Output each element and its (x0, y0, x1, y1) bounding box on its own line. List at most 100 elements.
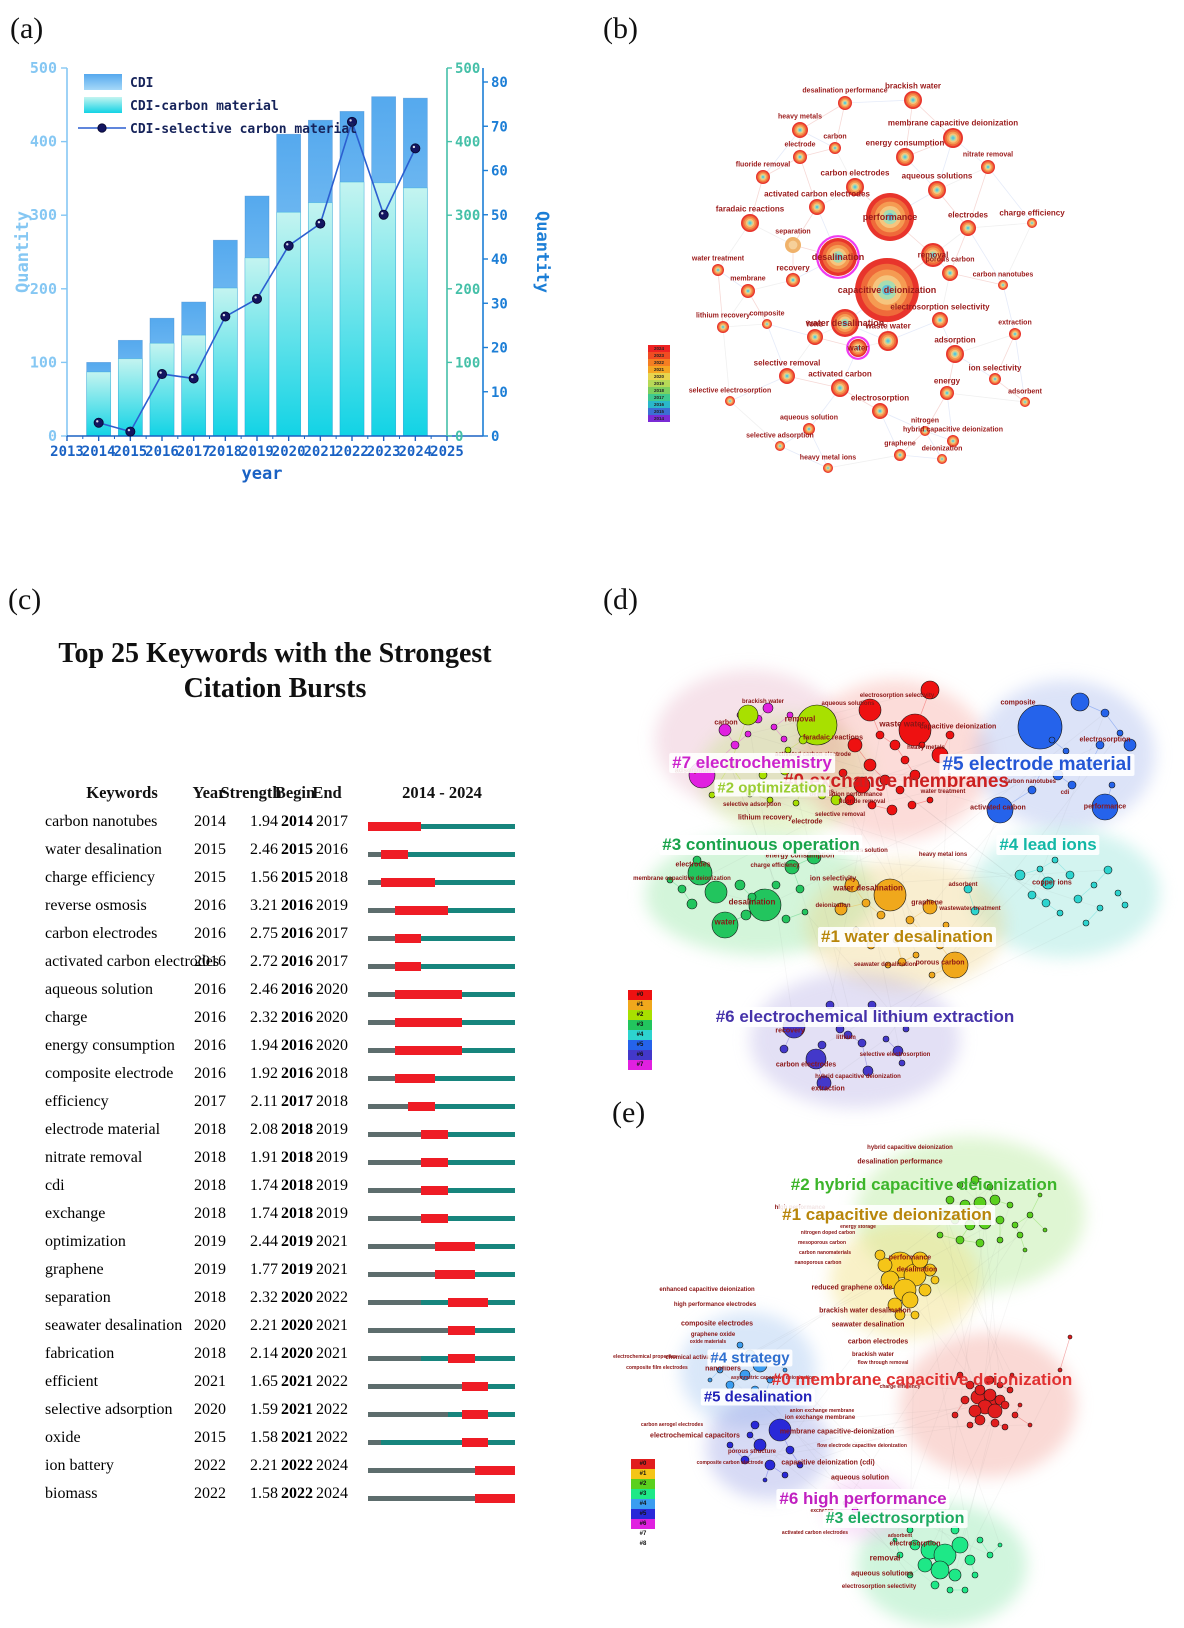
network-node (941, 458, 943, 460)
burst-strength: 2.46 (250, 981, 278, 998)
burst-timeline (368, 1045, 515, 1055)
cluster-node (966, 1421, 974, 1429)
burst-end: 2022 (316, 1429, 348, 1446)
cluster-node (968, 1404, 982, 1418)
cluster-node-label: electrosorption selectivity (841, 1584, 917, 1590)
network-node (746, 289, 750, 293)
burst-year: 2022 (194, 1457, 226, 1474)
burst-strength: 1.91 (250, 1149, 278, 1166)
cluster-node (780, 735, 788, 743)
bar-cdi-carbon (307, 202, 333, 437)
burst-strength: 2.46 (250, 841, 278, 858)
network-node-label: capacitive deionization (837, 285, 937, 295)
cluster-node-label: seawater desalination (831, 1321, 905, 1329)
cluster-node (930, 1580, 940, 1590)
timeline-segment (421, 936, 515, 941)
cluster-node-label: ion selectivity (809, 875, 857, 883)
cluster-node (1000, 1400, 1010, 1410)
cluster-node (1014, 869, 1026, 881)
timeline-segment (368, 1328, 449, 1333)
cluster-node-label: carbon nanotubes (1003, 779, 1057, 785)
burst-end: 2018 (316, 1093, 348, 1110)
cluster-node (1070, 692, 1090, 712)
cluster-node (887, 1297, 903, 1313)
burst-year: 2016 (194, 1037, 226, 1054)
network-node (886, 213, 894, 221)
burst-row: biomass 2022 1.58 2022 2024 (8, 1482, 553, 1510)
timeline-segment (368, 1132, 422, 1137)
cluster-node (1001, 1423, 1009, 1431)
cluster-node (1042, 1227, 1048, 1233)
cluster-node-label: flow through removal (857, 1360, 909, 1366)
burst-keyword: separation (45, 1289, 111, 1306)
cluster-node (955, 1235, 965, 1245)
burst-column-header: Begin (274, 783, 316, 802)
cluster-node-label: water treatment (920, 789, 966, 795)
burst-timeline (368, 1129, 515, 1139)
burst-end: 2019 (316, 1121, 348, 1138)
svg-text:0: 0 (48, 427, 57, 445)
cluster-node (707, 1377, 713, 1383)
svg-text:2015: 2015 (113, 444, 147, 460)
network-node (842, 320, 848, 326)
cluster-node-label: carbon (714, 719, 738, 727)
cluster-node (873, 878, 907, 912)
cluster-node (909, 769, 921, 781)
cluster-node (739, 1369, 751, 1381)
burst-end: 2018 (316, 1065, 348, 1082)
network-node-label: nitrate removal (962, 151, 1014, 159)
network-node (1014, 333, 1016, 335)
burst-end: 2021 (316, 1317, 348, 1334)
cluster-title-label: #3 continuous operation (659, 835, 863, 855)
burst-year: 2018 (194, 1121, 226, 1138)
cluster-node (951, 1536, 969, 1554)
cluster-legend-entry: #3 (631, 1489, 655, 1499)
timeline-segment (368, 852, 382, 857)
burst-table-title: Top 25 Keywords with the Strongest Citat… (58, 638, 492, 704)
svg-text:2022: 2022 (335, 444, 369, 460)
cluster-node (876, 910, 886, 920)
burst-row: carbon nanotubes 2014 1.94 2014 2017 (8, 810, 553, 838)
cluster-node-label: copper ions (1032, 879, 1072, 887)
burst-timeline (368, 1409, 515, 1419)
cluster-node (816, 1075, 832, 1091)
network-node-label: water (847, 343, 869, 353)
svg-text:2014: 2014 (82, 444, 116, 460)
bar-cdi-carbon (371, 182, 397, 437)
cluster-node (730, 740, 740, 750)
cluster-node (1116, 729, 1124, 737)
cluster-node (764, 1459, 776, 1471)
burst-timeline (368, 1493, 515, 1503)
cluster-node (926, 796, 934, 804)
bar-cdi-carbon (181, 334, 207, 437)
cluster-node-label: porous carbon (915, 959, 965, 967)
cluster-node (692, 855, 702, 865)
network-node (791, 278, 795, 282)
burst-timeline (368, 1017, 515, 1027)
timeline-segment (368, 1216, 422, 1221)
cluster-legend-entry: #2 (628, 1010, 652, 1020)
panel-e-cluster-network: hybrid capacitive deionization desalinati… (600, 1075, 1184, 1628)
cluster-node-label: brackish water (741, 699, 785, 705)
cluster-node-label: reduced graphene oxide (811, 1284, 893, 1292)
cluster-node (986, 1183, 994, 1191)
burst-begin: 2018 (281, 1149, 313, 1166)
burst-begin: 2017 (281, 1093, 313, 1110)
timeline-segment (448, 1412, 462, 1417)
network-node (717, 269, 719, 271)
timeline-segment (368, 1468, 475, 1473)
cluster-node (970, 1175, 980, 1185)
timeline-segment (394, 961, 422, 971)
legend-label: CDI-carbon material (130, 99, 279, 114)
panel-b-keyword-network: brackish water desalination performance he… (620, 65, 1184, 477)
line-marker (125, 426, 136, 437)
burst-begin: 2018 (281, 1121, 313, 1138)
burst-year: 2018 (194, 1289, 226, 1306)
cluster-node (779, 1044, 789, 1054)
burst-strength: 2.44 (250, 1233, 278, 1250)
timeline-segment (368, 880, 382, 885)
burst-timeline (368, 989, 515, 999)
cluster-node (956, 1371, 964, 1379)
burst-strength: 2.32 (250, 1289, 278, 1306)
network-node (827, 467, 829, 469)
